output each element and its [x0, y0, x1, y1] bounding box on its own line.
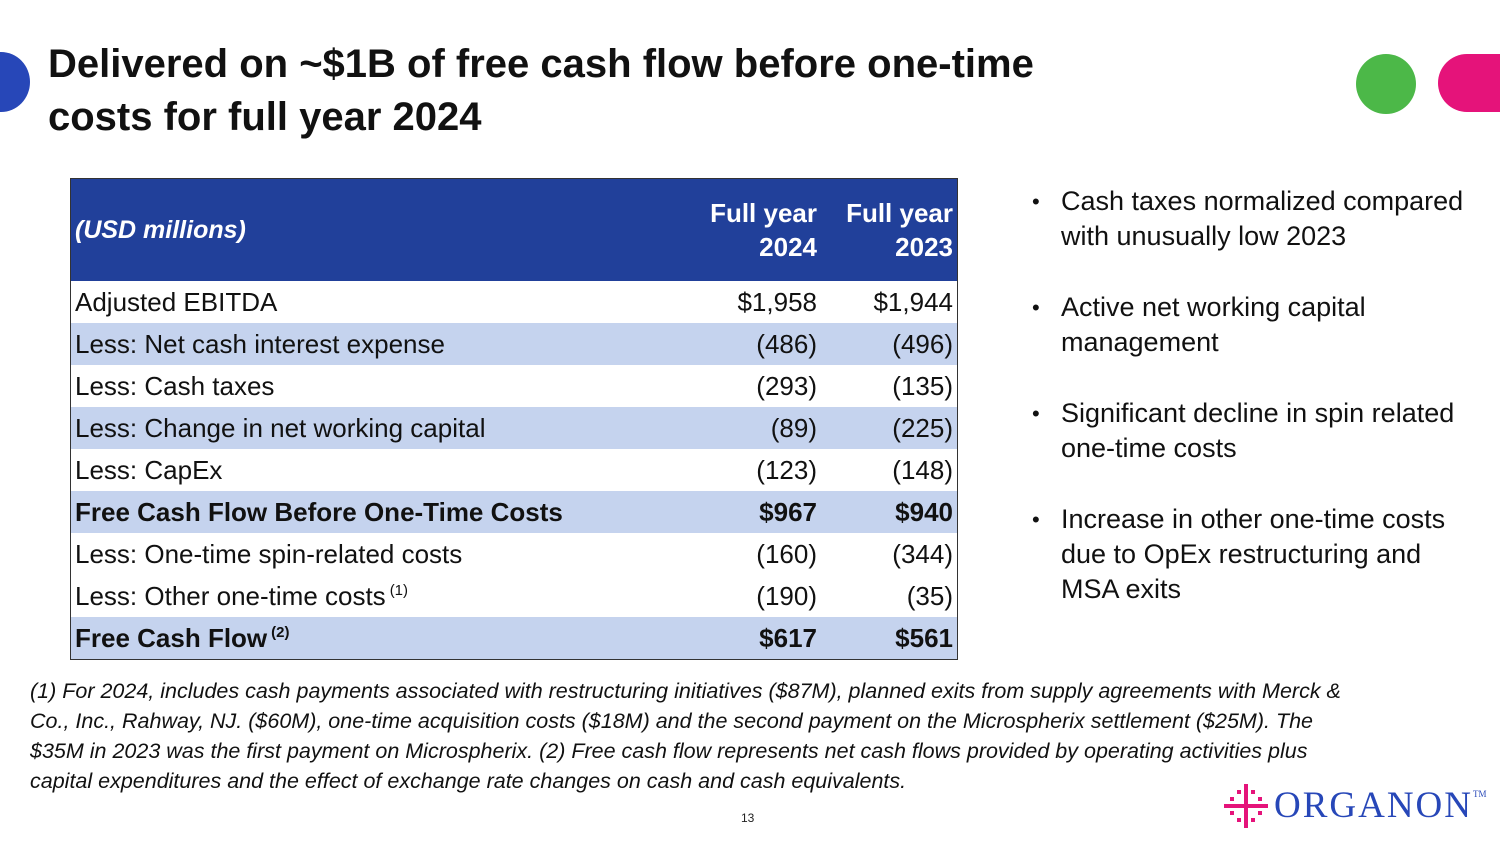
row-label-cell: Less: Other one-time costs (1) — [71, 575, 686, 617]
highlights-list: Cash taxes normalized compared with unus… — [1030, 184, 1470, 643]
row-value-fy2024: $1,958 — [737, 286, 817, 317]
row-value-fy2023: $561 — [821, 617, 958, 660]
blue-circle-decoration — [0, 52, 30, 112]
bullet-item: Significant decline in spin related one-… — [1030, 396, 1470, 466]
organon-wordmark-text: ORGANON — [1274, 785, 1473, 826]
trademark-mark: TM — [1473, 789, 1487, 799]
green-circle-decoration — [1356, 54, 1416, 114]
table-row-subtotal: Free Cash Flow Before One-Time Costs $96… — [70, 491, 958, 533]
row-value-fy2023: (148) — [892, 454, 953, 485]
row-value-fy2024: (190) — [756, 580, 817, 611]
row-label: Free Cash Flow — [75, 622, 268, 653]
pink-pill-decoration — [1438, 54, 1500, 112]
table-row: Less: CapEx (123) (148) — [71, 449, 958, 491]
row-value-fy2023: $940 — [821, 491, 958, 533]
header-fy2023-line2: 2023 — [895, 232, 953, 262]
row-label: Adjusted EBITDA — [75, 286, 278, 317]
row-value-fy2024: (486) — [685, 323, 821, 365]
table-row: Less: Change in net working capital (89)… — [70, 407, 958, 449]
row-value-fy2024: $967 — [685, 491, 821, 533]
header-fy2023: Full year 2023 — [821, 178, 958, 281]
header-fy2024: Full year 2024 — [685, 178, 821, 281]
page-number: 13 — [741, 811, 755, 825]
row-value-fy2024: (160) — [756, 538, 817, 569]
row-value-fy2023: (135) — [892, 370, 953, 401]
row-label: Less: Cash taxes — [75, 370, 275, 401]
row-label: Less: One-time spin-related costs — [75, 538, 463, 569]
table-row-total: Free Cash Flow (2) $617 $561 — [70, 617, 958, 660]
row-value-fy2023: (35) — [906, 580, 953, 611]
table-row: Less: One-time spin-related costs (160) … — [71, 533, 958, 575]
row-value-fy2024: (123) — [756, 454, 817, 485]
bullet-item: Cash taxes normalized compared with unus… — [1030, 184, 1470, 254]
table-row: Less: Net cash interest expense (486) (4… — [70, 323, 958, 365]
row-label: Less: CapEx — [75, 454, 223, 485]
row-label: Less: Other one-time costs — [75, 580, 386, 611]
row-label: Less: Change in net working capital — [70, 407, 685, 449]
row-value-fy2024: (293) — [756, 370, 817, 401]
header-units-label: (USD millions) — [70, 178, 685, 281]
footnote-text: (1) For 2024, includes cash payments ass… — [30, 679, 1341, 793]
organon-mark-icon — [1224, 784, 1268, 828]
free-cash-flow-table: (USD millions) Full year 2024 Full year … — [70, 178, 958, 660]
row-value-fy2023: (225) — [821, 407, 958, 449]
table-row: Less: Other one-time costs (1) (190) (35) — [71, 575, 958, 617]
table-row: Less: Cash taxes (293) (135) — [71, 365, 958, 407]
row-label-cell: Free Cash Flow (2) — [70, 617, 685, 660]
bullet-item: Increase in other one-time costs due to … — [1030, 502, 1470, 607]
slide-title: Delivered on ~$1B of free cash flow befo… — [48, 42, 1034, 139]
organon-wordmark: ORGANONTM — [1274, 784, 1487, 827]
row-value-fy2023: (344) — [892, 538, 953, 569]
table-header-row: (USD millions) Full year 2024 Full year … — [70, 178, 958, 281]
bullet-item: Active net working capital management — [1030, 290, 1470, 360]
table-row: Adjusted EBITDA $1,958 $1,944 — [71, 281, 958, 323]
row-value-fy2023: (496) — [821, 323, 958, 365]
row-label: Less: Net cash interest expense — [70, 323, 685, 365]
header-fy2024-line2: 2024 — [759, 232, 817, 262]
row-value-fy2023: $1,944 — [873, 286, 953, 317]
footnote-marker: (1) — [389, 581, 409, 599]
header-fy2024-line1: Full year — [710, 198, 817, 228]
header-fy2023-line1: Full year — [846, 198, 953, 228]
footnote-marker: (2) — [271, 623, 290, 641]
row-label: Free Cash Flow Before One-Time Costs — [70, 491, 685, 533]
row-value-fy2024: (89) — [685, 407, 821, 449]
row-value-fy2024: $617 — [685, 617, 821, 660]
